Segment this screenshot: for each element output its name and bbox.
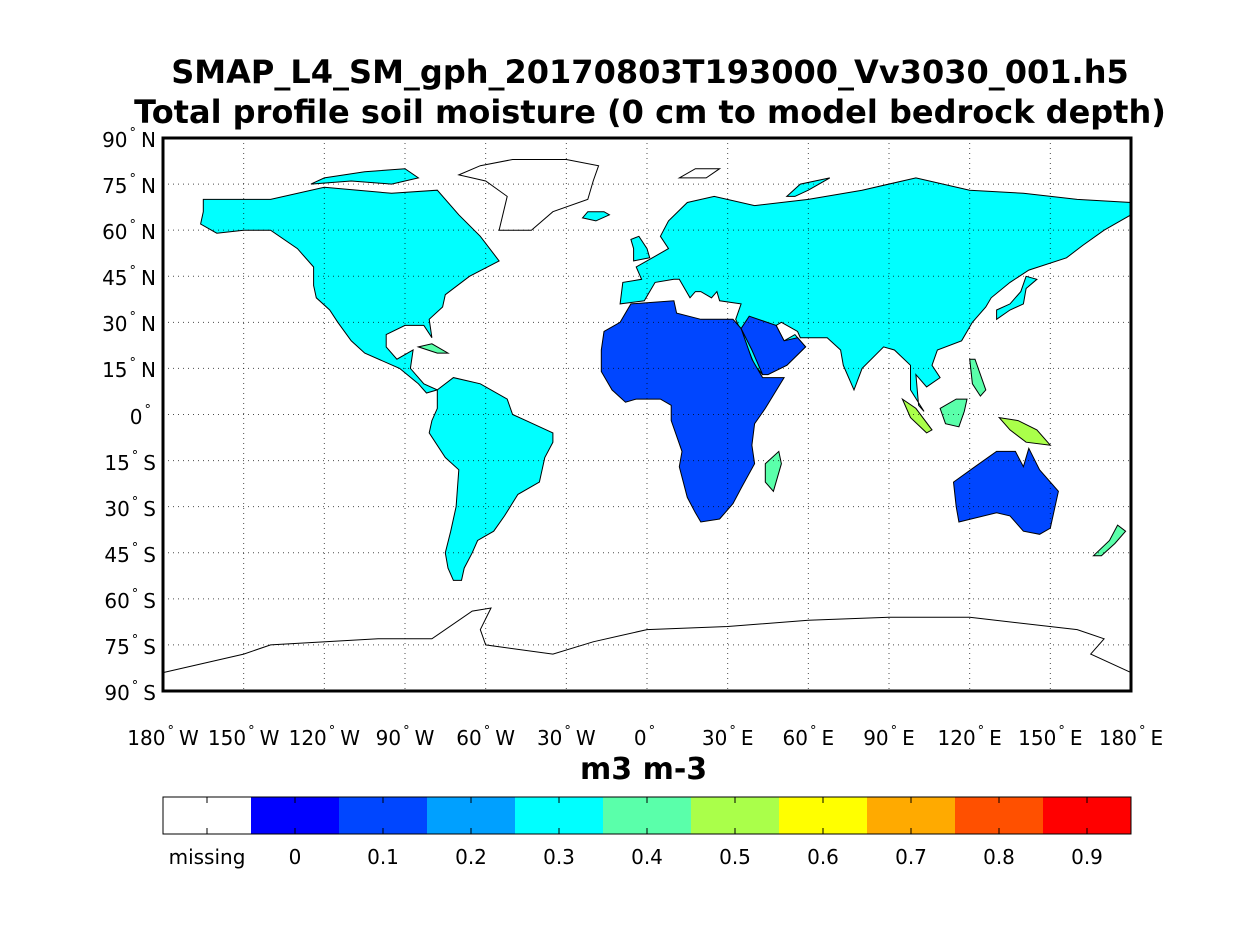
lon-tick-label: 30 ° E	[701, 724, 754, 750]
title-description: Total profile soil moisture (0 cm to mod…	[134, 93, 1166, 131]
region-europe-asia	[619, 177, 1132, 412]
region-south-america	[428, 377, 554, 581]
colorbar-label: 0.9	[1071, 845, 1103, 869]
lat-tick-label: 90 ° S	[104, 679, 156, 705]
lat-tick-label: 30 ° N	[102, 310, 156, 337]
lon-tick-label: 90 ° E	[863, 724, 915, 750]
lat-tick-label: 30 ° S	[104, 494, 156, 521]
map-title: SMAP_L4_SM_gph_20170803T193000_Vv3030_00…	[0, 52, 1250, 132]
region-sumatra	[901, 397, 933, 434]
region-japan	[996, 275, 1038, 321]
region-new-zealand	[1092, 524, 1127, 557]
region-iceland	[581, 211, 611, 222]
colorbar-label: 0.3	[543, 845, 575, 869]
lon-tick-label: 120 ° E	[937, 724, 1002, 750]
region-arabia	[740, 315, 807, 376]
lat-tick-label: 45 ° N	[102, 264, 156, 291]
lon-tick-label: 180 ° W	[127, 724, 199, 750]
title-filename: SMAP_L4_SM_gph_20170803T193000_Vv3030_00…	[171, 53, 1129, 91]
region-africa	[600, 300, 785, 523]
lat-tick-label: 15 ° N	[102, 356, 156, 383]
lat-tick-label: 0 °	[129, 402, 151, 429]
lat-tick-label: 75 ° S	[104, 632, 156, 659]
region-philippines	[969, 358, 987, 397]
colorbar-swatch	[691, 797, 779, 834]
colorbar-label: 0.7	[895, 845, 927, 869]
colorbar-swatch	[339, 797, 427, 834]
map-frame	[161, 136, 1133, 693]
antarctica-coastline	[162, 607, 1132, 674]
lat-tick-label: 60 ° N	[102, 218, 156, 245]
region-new-guinea	[997, 416, 1052, 446]
colorbar-swatch	[251, 797, 339, 834]
colorbar-label: 0.2	[455, 845, 487, 869]
lat-tick-label: 45 ° S	[104, 540, 156, 567]
colorbar-swatch	[427, 797, 515, 834]
colorbar-label: 0.8	[983, 845, 1015, 869]
lat-tick-label: 75 ° N	[102, 172, 156, 199]
colorbar-label: 0.4	[631, 845, 663, 869]
region-greenland	[457, 159, 600, 231]
colorbar-swatch	[603, 797, 691, 834]
lon-tick-label: 30 ° W	[536, 724, 596, 750]
lat-tick-label: 60 ° S	[104, 586, 156, 613]
map-layer	[162, 159, 1132, 674]
lat-tick-label: 15 ° S	[104, 448, 156, 475]
colorbar-swatch	[163, 797, 251, 834]
colorbar-swatch	[515, 797, 603, 834]
lon-tick-label: 120 ° W	[288, 724, 361, 750]
lon-tick-label: 60 ° E	[782, 724, 835, 750]
colorbar-unit-label: m3 m-3	[580, 752, 708, 787]
colorbar-swatch	[779, 797, 867, 834]
colorbar-swatch	[955, 797, 1043, 834]
region-cuba	[416, 343, 450, 354]
lat-tick-label: 90 ° N	[102, 126, 156, 152]
lon-tick-label: 150 ° W	[207, 724, 280, 750]
colorbar-swatch	[1043, 797, 1131, 834]
region-arctic-canada	[310, 168, 420, 185]
colorbar-label: 0	[288, 845, 302, 869]
lon-tick-label: 90 ° W	[375, 724, 435, 750]
lon-tick-label: 180 ° E	[1098, 724, 1164, 750]
colorbar-label: 0.5	[719, 845, 751, 869]
colorbar-label: 0.1	[367, 845, 399, 869]
map-grid	[163, 138, 1131, 691]
lon-tick-label: 0 °	[633, 724, 656, 750]
region-borneo	[939, 398, 968, 428]
region-madagascar	[764, 450, 782, 493]
region-australia	[952, 446, 1059, 535]
colorbar-label: missing	[168, 845, 246, 869]
colorbar-label: 0.6	[807, 845, 839, 869]
region-north-america	[200, 186, 500, 394]
region-svalbard	[677, 168, 722, 179]
colorbar	[162, 796, 1132, 835]
region-novaya-zemlya	[785, 177, 831, 197]
region-great-britain	[630, 235, 651, 262]
lon-tick-label: 60 ° W	[456, 724, 516, 750]
lon-tick-label: 150 ° E	[1018, 724, 1083, 750]
colorbar-swatch	[867, 797, 955, 834]
